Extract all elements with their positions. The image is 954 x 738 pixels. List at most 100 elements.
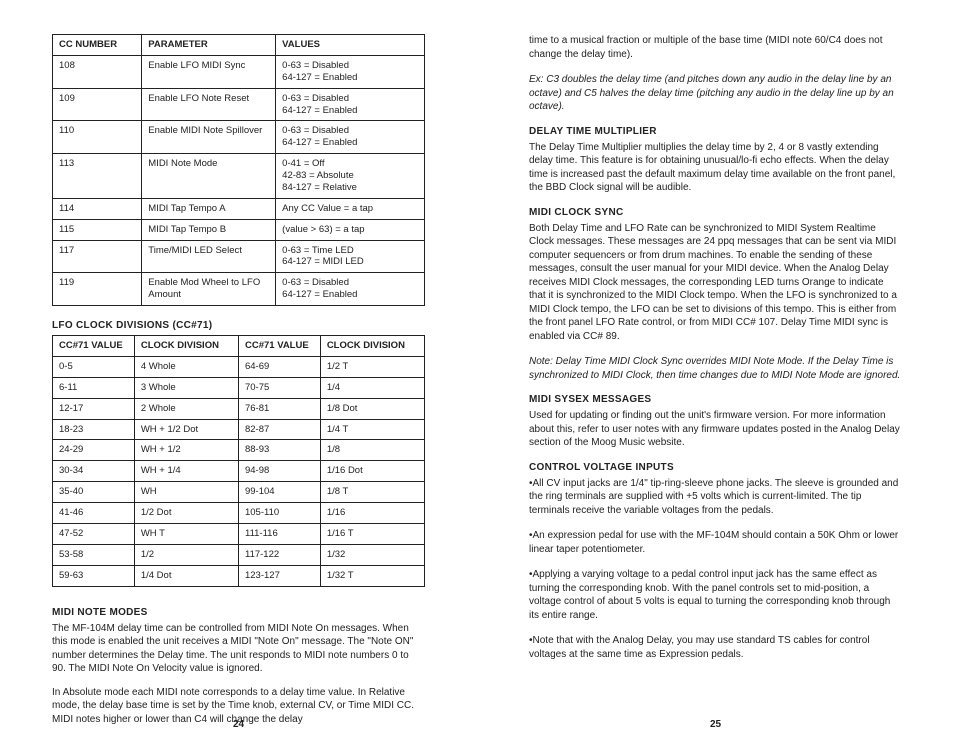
lfo-clock-divisions-table: CC#71 VALUE CLOCK DIVISION CC#71 VALUE C… (52, 335, 425, 587)
table-cell: 114 (53, 198, 142, 219)
body-text: The MF-104M delay time can be controlled… (52, 622, 425, 676)
table-cell: WH + 1/2 (134, 440, 238, 461)
table-cell: 1/2 (134, 544, 238, 565)
table-cell: WH + 1/2 Dot (134, 419, 238, 440)
table-cell: 94-98 (238, 461, 320, 482)
table-cell: 1/16 Dot (320, 461, 424, 482)
table-row: 18-23WH + 1/2 Dot82-871/4 T (53, 419, 425, 440)
table-cell: 30-34 (53, 461, 135, 482)
body-text: •All CV input jacks are 1/4" tip-ring-sl… (529, 477, 902, 518)
midi-sysex-heading: MIDI SYSEX MESSAGES (529, 394, 902, 405)
th-cc-number: CC NUMBER (53, 35, 142, 56)
table-cell: 2 Whole (134, 398, 238, 419)
table-row: 12-172 Whole76-811/8 Dot (53, 398, 425, 419)
table-cell: 0-63 = Disabled64-127 = Enabled (276, 88, 425, 121)
table-cell: 3 Whole (134, 377, 238, 398)
table-cell: 76-81 (238, 398, 320, 419)
table-cell: 99-104 (238, 482, 320, 503)
table-cell: 117 (53, 240, 142, 273)
table-cell: 0-63 = Disabled64-127 = Enabled (276, 55, 425, 88)
table-row: 114MIDI Tap Tempo AAny CC Value = a tap (53, 198, 425, 219)
table-cell: WH (134, 482, 238, 503)
table-cell: MIDI Tap Tempo A (142, 198, 276, 219)
table-cell: 1/8 (320, 440, 424, 461)
table-cell: 59-63 (53, 565, 135, 586)
table-cell: 0-41 = Off42-83 = Absolute84-127 = Relat… (276, 154, 425, 199)
table-cell: 110 (53, 121, 142, 154)
table-cell: 88-93 (238, 440, 320, 461)
table-cell: 109 (53, 88, 142, 121)
table-cell: Enable MIDI Note Spillover (142, 121, 276, 154)
table-row: 59-631/4 Dot123-1271/32 T (53, 565, 425, 586)
table-cell: 0-63 = Disabled64-127 = Enabled (276, 273, 425, 306)
table-row: 109Enable LFO Note Reset0-63 = Disabled6… (53, 88, 425, 121)
table-cell: 0-63 = Disabled64-127 = Enabled (276, 121, 425, 154)
table-cell: 47-52 (53, 523, 135, 544)
table-cell: 111-116 (238, 523, 320, 544)
lfo-clock-heading: LFO CLOCK DIVISIONS (CC#71) (52, 320, 425, 331)
table-cell: 1/4 Dot (134, 565, 238, 586)
table-row: 117Time/MIDI LED Select0-63 = Time LED64… (53, 240, 425, 273)
body-text: time to a musical fraction or multiple o… (529, 34, 902, 61)
th-parameter: PARAMETER (142, 35, 276, 56)
table-cell: 117-122 (238, 544, 320, 565)
control-voltage-heading: CONTROL VOLTAGE INPUTS (529, 462, 902, 473)
body-text: •Applying a varying voltage to a pedal c… (529, 568, 902, 622)
table-cell: 1/32 (320, 544, 424, 565)
page-number-left: 24 (0, 719, 477, 730)
table-cell: 6-11 (53, 377, 135, 398)
page-number-right: 25 (477, 719, 954, 730)
th-values: VALUES (276, 35, 425, 56)
page-right: time to a musical fraction or multiple o… (477, 0, 954, 738)
body-text: •Note that with the Analog Delay, you ma… (529, 634, 902, 661)
table-row: 35-40WH99-1041/8 T (53, 482, 425, 503)
table-row: 119Enable Mod Wheel to LFO Amount0-63 = … (53, 273, 425, 306)
table-cell: 1/8 T (320, 482, 424, 503)
table-row: 110Enable MIDI Note Spillover0-63 = Disa… (53, 121, 425, 154)
table-row: 6-113 Whole70-751/4 (53, 377, 425, 398)
th-clock-division: CLOCK DIVISION (134, 336, 238, 357)
table-cell: 1/2 Dot (134, 503, 238, 524)
table-cell: 18-23 (53, 419, 135, 440)
table-cell: Enable LFO Note Reset (142, 88, 276, 121)
document-spread: CC NUMBER PARAMETER VALUES 108Enable LFO… (0, 0, 954, 738)
table-cell: Enable LFO MIDI Sync (142, 55, 276, 88)
delay-time-multiplier-heading: DELAY TIME MULTIPLIER (529, 126, 902, 137)
table-cell: 70-75 (238, 377, 320, 398)
table-row: 24-29WH + 1/288-931/8 (53, 440, 425, 461)
table-cell: 1/32 T (320, 565, 424, 586)
table-cell: 1/16 (320, 503, 424, 524)
table-cell: WH + 1/4 (134, 461, 238, 482)
body-text: Both Delay Time and LFO Rate can be sync… (529, 222, 902, 344)
table-cell: 41-46 (53, 503, 135, 524)
table-cell: 0-5 (53, 356, 135, 377)
table-cell: WH T (134, 523, 238, 544)
body-text: The Delay Time Multiplier multiplies the… (529, 141, 902, 195)
table-row: 47-52WH T111-1161/16 T (53, 523, 425, 544)
table-cell: MIDI Tap Tempo B (142, 219, 276, 240)
table-cell: 35-40 (53, 482, 135, 503)
body-text: •An expression pedal for use with the MF… (529, 529, 902, 556)
table-cell: MIDI Note Mode (142, 154, 276, 199)
body-text: Used for updating or finding out the uni… (529, 409, 902, 450)
table-cell: 82-87 (238, 419, 320, 440)
table-cell: Enable Mod Wheel to LFO Amount (142, 273, 276, 306)
table-cell: 0-63 = Time LED64-127 = MIDI LED (276, 240, 425, 273)
midi-note-modes-heading: MIDI NOTE MODES (52, 607, 425, 618)
table-cell: 53-58 (53, 544, 135, 565)
table-cell: 119 (53, 273, 142, 306)
table-cell: 1/2 T (320, 356, 424, 377)
table-row: 53-581/2117-1221/32 (53, 544, 425, 565)
table-row: 30-34WH + 1/494-981/16 Dot (53, 461, 425, 482)
th-cc71-value: CC#71 VALUE (53, 336, 135, 357)
body-text-italic: Note: Delay Time MIDI Clock Sync overrid… (529, 355, 902, 382)
table-cell: 12-17 (53, 398, 135, 419)
table-cell: 64-69 (238, 356, 320, 377)
table-row: 115MIDI Tap Tempo B(value > 63) = a tap (53, 219, 425, 240)
table-cell: (value > 63) = a tap (276, 219, 425, 240)
table-cell: 1/4 T (320, 419, 424, 440)
cc-parameter-table: CC NUMBER PARAMETER VALUES 108Enable LFO… (52, 34, 425, 306)
table-cell: 4 Whole (134, 356, 238, 377)
table-cell: 113 (53, 154, 142, 199)
table-cell: 105-110 (238, 503, 320, 524)
